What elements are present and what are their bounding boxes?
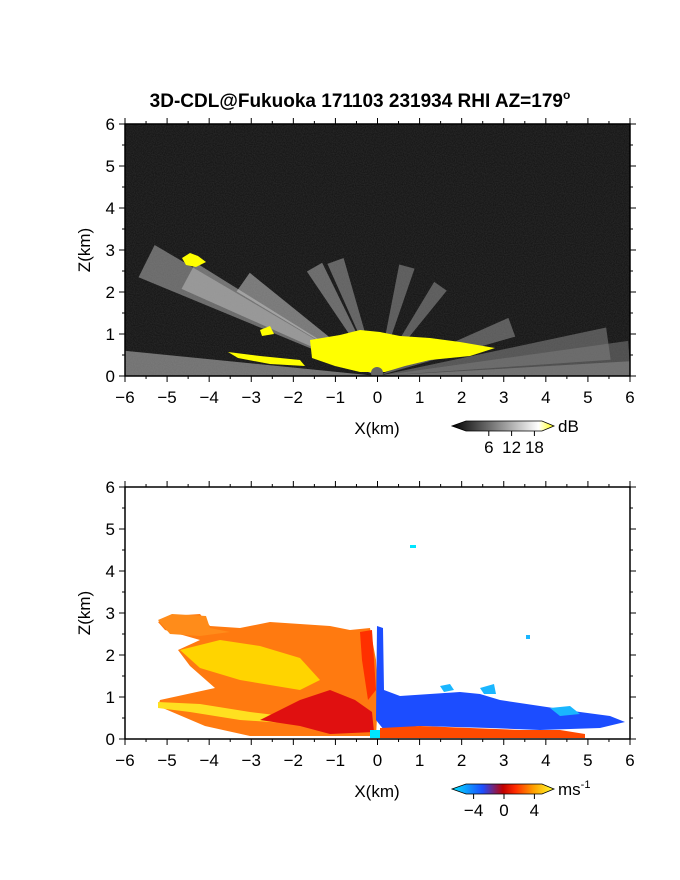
intensity-beam <box>377 340 630 376</box>
colorbar-1-unit: dB <box>558 417 579 436</box>
saturated-streak-lower-left <box>228 352 305 366</box>
x-tick-label: 5 <box>583 388 592 407</box>
y-tick-label: 6 <box>106 115 115 134</box>
y-tick-label: 4 <box>106 199 115 218</box>
x-tick-label: 0 <box>373 388 382 407</box>
x-tick-label: −6 <box>115 751 134 770</box>
y-tick-label: 3 <box>106 241 115 260</box>
x-tick-label: 3 <box>499 388 508 407</box>
colorbar-1-bar <box>450 420 556 432</box>
y-axis-label-1: Z(km) <box>75 228 94 272</box>
intensity-beam <box>377 327 611 376</box>
near-site-cyan <box>370 730 380 738</box>
y-tick-label: 1 <box>106 325 115 344</box>
yellow-upper-left <box>180 640 320 690</box>
colorbar-tick-label: 12 <box>502 438 521 457</box>
panel-velocity: −6 −5 −4 −3 −2 −1 0 1 2 3 4 5 6 0 1 2 3 4 5 6 X(km) Z(km) −… <box>75 478 636 820</box>
x-tick-label: −4 <box>199 388 218 407</box>
glow-left <box>125 350 378 376</box>
x-tick-label: 4 <box>541 388 550 407</box>
x-tick-label: 2 <box>457 751 466 770</box>
colorbar-2-unit: ms-1 <box>558 779 590 799</box>
x-tick-label: −5 <box>157 751 176 770</box>
colorbar-velocity: −4 0 4 ms-1 <box>450 779 590 820</box>
velocity-field <box>125 487 630 739</box>
colorbar-tick-label: 4 <box>530 801 539 820</box>
positive-velocity-ground-band <box>380 726 585 738</box>
y-tick-label: 5 <box>106 520 115 539</box>
y-tick-label: 6 <box>106 478 115 497</box>
x-tick-label: 0 <box>373 751 382 770</box>
axis-ticks-1: −6 −5 −4 −3 −2 −1 0 1 2 3 4 5 6 0 1 2 3 4 5 6 <box>106 115 636 407</box>
y-tick-label: 0 <box>106 730 115 749</box>
colorbar-2-ticks: −4 0 4 <box>464 794 539 820</box>
x-tick-label: 5 <box>583 751 592 770</box>
chart-title: 3D-CDL@Fukuoka 171103 231934 RHI AZ=179o <box>150 88 571 112</box>
y-axis-label-2: Z(km) <box>75 591 94 635</box>
y-tick-label: 2 <box>106 283 115 302</box>
isolated-point-high <box>410 545 416 548</box>
x-tick-label: −1 <box>326 388 345 407</box>
colorbar-1-ticks: 6 12 18 <box>484 431 544 457</box>
x-tick-label: 2 <box>457 388 466 407</box>
y-tick-label: 3 <box>106 604 115 623</box>
y-tick-label: 0 <box>106 367 115 386</box>
y-tick-label: 1 <box>106 688 115 707</box>
colorbar-tick-label: 6 <box>484 438 493 457</box>
colorbar-2-bar <box>450 783 556 795</box>
x-tick-label: 3 <box>499 751 508 770</box>
colorbar-tick-label: 0 <box>499 801 508 820</box>
red-vertical-streak <box>360 630 376 700</box>
x-tick-label: −1 <box>326 751 345 770</box>
x-tick-label: −5 <box>157 388 176 407</box>
x-tick-label: 1 <box>415 388 424 407</box>
saturated-patch-left <box>260 326 274 336</box>
y-tick-label: 4 <box>106 562 115 581</box>
axis-ticks-2: −6 −5 −4 −3 −2 −1 0 1 2 3 4 5 6 0 1 2 3 4 5 6 <box>106 478 636 770</box>
x-tick-label: −4 <box>199 751 218 770</box>
intensity-field <box>125 124 630 376</box>
x-tick-label: −2 <box>284 751 303 770</box>
orange-top-band <box>158 614 230 636</box>
y-tick-label: 5 <box>106 157 115 176</box>
x-tick-label: 4 <box>541 751 550 770</box>
x-tick-label: −2 <box>284 388 303 407</box>
light-blue-patches <box>440 684 580 716</box>
saturated-region-near-origin <box>310 330 495 372</box>
x-tick-label: −6 <box>115 388 134 407</box>
x-tick-label: 6 <box>625 388 634 407</box>
lidar-site-marker <box>371 367 383 376</box>
colorbar-tick-label: −4 <box>464 801 483 820</box>
red-core <box>260 690 374 734</box>
saturated-patch-high <box>182 253 206 267</box>
x-axis-label-2: X(km) <box>354 782 399 801</box>
y-tick-label: 2 <box>106 646 115 665</box>
negative-velocity-region <box>376 626 625 730</box>
x-tick-label: 6 <box>625 751 634 770</box>
x-tick-label: 1 <box>415 751 424 770</box>
colorbar-intensity: 6 12 18 dB <box>450 417 579 457</box>
isolated-point-right <box>526 635 530 639</box>
x-tick-label: −3 <box>242 751 261 770</box>
x-axis-label-1: X(km) <box>354 419 399 438</box>
colorbar-tick-label: 18 <box>525 438 544 457</box>
x-tick-label: −3 <box>242 388 261 407</box>
